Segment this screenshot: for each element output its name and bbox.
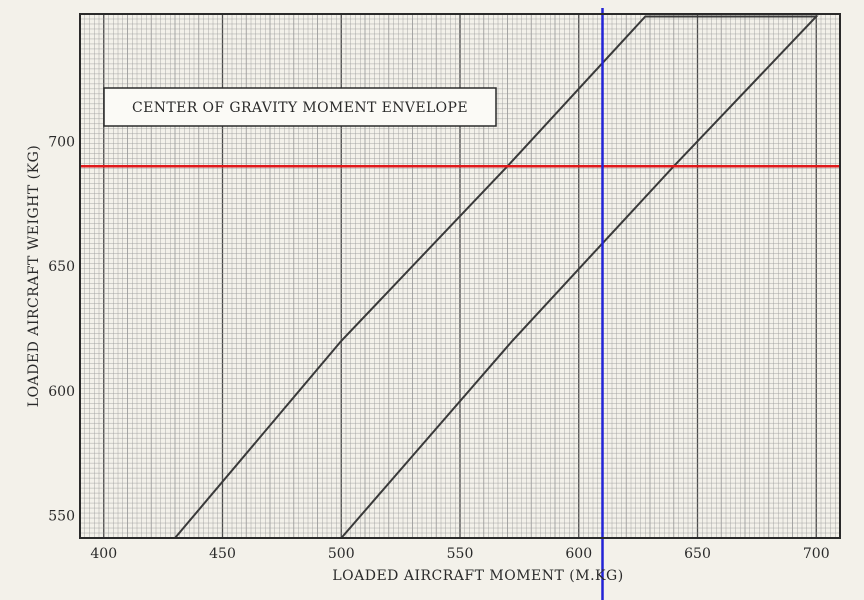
envelope-lines <box>174 15 819 539</box>
envelope-line <box>174 15 819 539</box>
y-tick-label: 700 <box>48 134 75 150</box>
x-axis-title: LOADED AIRCRAFT MOMENT (M.KG) <box>332 568 623 584</box>
title-box: CENTER OF GRAVITY MOMENT ENVELOPE <box>103 87 497 127</box>
y-tick-label: 650 <box>48 259 75 275</box>
reference-lines <box>80 8 840 600</box>
plot-border <box>79 13 841 539</box>
chart-title: CENTER OF GRAVITY MOMENT ENVELOPE <box>132 100 468 116</box>
y-tick-label: 550 <box>48 509 75 525</box>
x-tick-label: 650 <box>684 546 711 562</box>
x-tick-labels: 400 450 500 550 600 650 700 <box>90 546 829 562</box>
x-tick-label: 500 <box>328 546 355 562</box>
y-tick-label: 600 <box>48 384 75 400</box>
x-tick-label: 450 <box>209 546 236 562</box>
x-tick-label: 400 <box>90 546 117 562</box>
y-tick-labels: 550 600 650 700 <box>48 134 75 524</box>
x-tick-label: 600 <box>565 546 592 562</box>
y-axis-title: LOADED AIRCRAFT WEIGHT (KG) <box>26 145 42 407</box>
x-tick-label: 700 <box>803 546 830 562</box>
x-tick-label: 550 <box>447 546 474 562</box>
title-box-frame <box>103 87 497 127</box>
